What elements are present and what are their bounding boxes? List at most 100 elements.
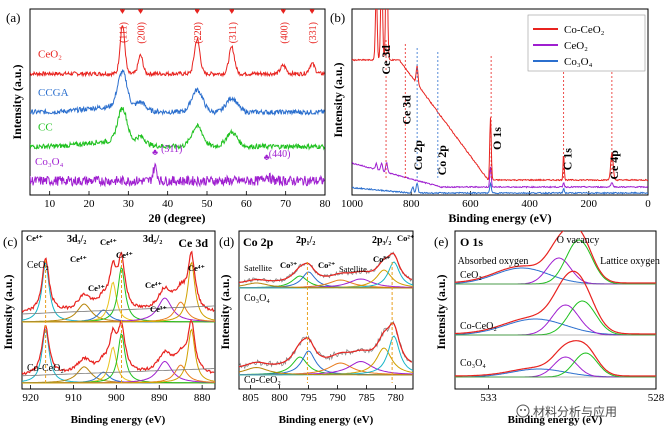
survey-peak-label: Co 2p (411, 140, 425, 171)
xtick-label: 50 (202, 198, 214, 210)
panel-b-series (352, 9, 648, 195)
co2p-label: 2p₁/₂ (296, 235, 315, 246)
panel-c-series (22, 250, 215, 384)
survey-line-co-ceo2 (352, 9, 648, 182)
xtick-label: 528 (648, 392, 665, 404)
ce3d-envelope (22, 250, 215, 313)
xrd-peak-label: (440) (269, 149, 291, 160)
ce3d-label: Ce⁴⁺ (100, 237, 117, 247)
ce3d-component (22, 332, 215, 384)
xtick-label: 10 (44, 198, 56, 210)
sample-label: Co-CeO₂ (244, 375, 281, 386)
xrd-peak-label: (400) (279, 22, 290, 44)
xtick-label: 790 (329, 392, 346, 404)
xrd-series-line (30, 106, 325, 151)
panel-b-xticks: 1000 800 600 400 200 0 (341, 191, 651, 210)
panel-d: 805 800 795 790 785 780 2p₁/₂ 2p₃/₂ Co³⁺ Co²⁺ Co³… (218, 230, 414, 426)
watermark-text: 材料分析与应用 (533, 404, 617, 419)
panel-e-title: O 1s (460, 235, 483, 249)
panel-a-label: (a) (6, 10, 20, 25)
panel-d-label: (d) (219, 234, 234, 249)
xtick-label: 805 (242, 392, 259, 404)
xtick-label: 785 (358, 392, 375, 404)
panel-c-label: (c) (3, 234, 17, 249)
panel-b-legend: Co-CeO₂ CeO₂ Co₃O₄ (527, 14, 646, 72)
xrd-series-label: CeO₂ (38, 49, 62, 61)
xrd-series-line (30, 69, 325, 116)
xrd-peak-label: (200) (137, 22, 148, 44)
heart-marker-icon: ♥ (309, 6, 314, 16)
legend-label: Co-CeO₂ (564, 24, 605, 36)
panel-a-xlabel: 2θ (degree) (148, 211, 205, 225)
xrd-peak-label: (220) (193, 22, 204, 44)
panel-c-xticks: 920 910 900 890 880 (22, 385, 211, 404)
panel-a-xticks: 10 20 30 40 50 60 70 80 (44, 191, 331, 210)
club-marker-icon: ♣ (264, 152, 270, 162)
o1s-label: Absorbed oxygen (458, 256, 529, 267)
o1s-label: Lattice oxygen (600, 256, 660, 267)
panel-d-annotations: 2p₁/₂ 2p₃/₂ Co³⁺ Co²⁺ Co³⁺ Co²⁺ Satellite Satel… (244, 233, 414, 386)
o1s-envelope (455, 270, 656, 335)
survey-peak-label: C 1s (561, 148, 575, 171)
watermark: 材料分析与应用 (516, 404, 617, 419)
panel-b-xlabel: Binding energy (eV) (448, 211, 551, 225)
panel-a-ylabel: Intensity (a.u.) (10, 64, 24, 139)
panel-c-title: Ce 3d (178, 236, 208, 250)
ce3d-label: Ce³⁺ (88, 283, 105, 293)
co2p-component (239, 282, 413, 289)
o1s-envelope (455, 231, 656, 284)
ce3d-label: Ce⁴⁺ (70, 254, 87, 264)
survey-peak-label: Ce 3d (399, 95, 413, 125)
survey-peak-label: Co 2p (435, 145, 449, 176)
panel-e-series (455, 231, 656, 378)
ce3d-label: Ce³⁺ (150, 304, 167, 314)
panel-b: 1000 800 600 400 200 0 Ce 3d Ce 3d Co 2p Co 2p O … (330, 8, 651, 225)
co2p-component (239, 366, 413, 376)
xtick-label: 533 (480, 392, 497, 404)
panel-e-xticks: 533 528 (480, 385, 665, 404)
heart-marker-icon: ♥ (120, 6, 125, 16)
xtick-label: 30 (123, 198, 135, 210)
ce3d-baseline (22, 305, 215, 315)
panel-e-frame (454, 230, 657, 390)
survey-line-co3o4 (352, 181, 648, 195)
sample-label: Co₃O₄ (460, 358, 486, 369)
xrd-peak-label: (111) (118, 22, 129, 43)
panel-d-title: Co 2p (243, 235, 274, 249)
panel-a-frame (29, 8, 326, 196)
co2p-label: Co³⁺ (373, 254, 390, 264)
ce3d-label: Ce⁴⁺ (188, 263, 205, 273)
heart-marker-icon: ♥ (194, 6, 199, 16)
xtick-label: 80 (320, 198, 332, 210)
xrd-series-label: Co₃O₄ (35, 156, 64, 168)
club-marker-icon: ♣ (152, 147, 158, 157)
ce3d-label: Ce⁴⁺ (26, 233, 43, 243)
xtick-label: 1000 (341, 198, 364, 210)
sample-label: Co-CeO₂ (27, 363, 64, 374)
panel-b-annotations: Ce 3d Ce 3d Co 2p Co 2p O 1s C 1s Ce 4p (379, 40, 621, 180)
panel-b-ylabel: Intensity (a.u.) (331, 62, 345, 137)
survey-peak-label: O 1s (490, 127, 504, 150)
xtick-label: 600 (462, 198, 479, 210)
ce3d-component (22, 261, 215, 323)
xtick-label: 20 (84, 198, 96, 210)
o1s-label: O vacancy (557, 235, 599, 246)
panel-b-frame (351, 8, 649, 196)
ce3d-component (22, 266, 215, 323)
panel-c: 920 910 900 890 880 3d₃/₂ 3d₅/₂ Ce⁴⁺ Ce⁴⁺ Ce⁴⁺ Ce… (1, 230, 216, 426)
xrd-peak-label: (311) (228, 22, 239, 43)
panel-a-series (30, 25, 325, 188)
xrd-peak-label: (311) (161, 144, 182, 155)
heart-marker-icon: ♥ (281, 6, 286, 16)
xtick-label: 70 (280, 198, 292, 210)
xtick-label: 800 (403, 198, 420, 210)
xtick-label: 800 (271, 392, 288, 404)
panel-b-label: (b) (330, 10, 345, 25)
xtick-label: 200 (581, 198, 598, 210)
sample-label: CeO₂ (460, 270, 482, 281)
xtick-label: 900 (108, 392, 125, 404)
survey-line-ceo2 (352, 161, 648, 189)
